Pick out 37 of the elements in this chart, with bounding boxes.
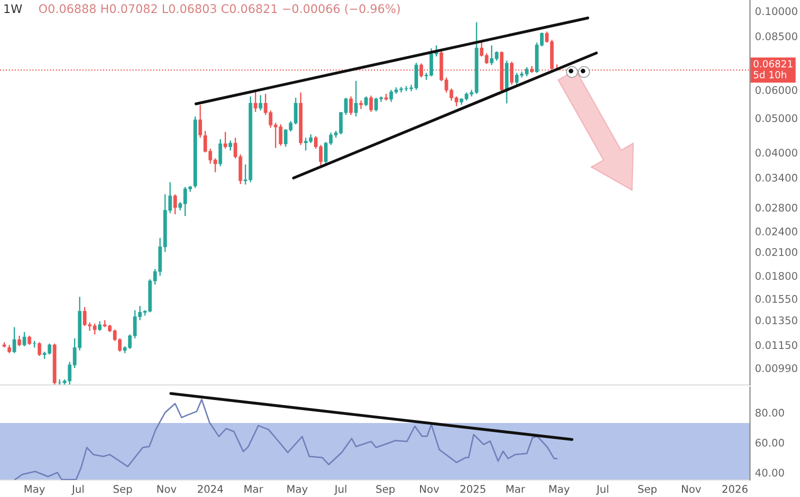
x-tick-label: Sep — [376, 485, 395, 495]
y-tick-label: 0.03400 — [756, 174, 798, 182]
y-tick-label: 0.06000 — [756, 86, 798, 94]
x-tick-label: Mar — [244, 485, 264, 493]
y-tick-label: 0.02800 — [756, 204, 798, 212]
y-tick-label: 0.08500 — [756, 32, 798, 40]
y-tick-label: 0.00990 — [756, 364, 798, 372]
x-tick-label: Sep — [114, 485, 132, 495]
x-tick-label: 2025 — [460, 485, 486, 493]
chart-title: 1W — [4, 4, 22, 13]
y-tick-label: 60.00 — [756, 438, 784, 447]
y-tick-label: 0.02100 — [756, 248, 798, 256]
x-tick-label: May — [549, 485, 570, 495]
x-tick-label: Nov — [682, 485, 701, 493]
y-tick-label: 0.04000 — [756, 148, 798, 157]
y-tick-label: 0.01800 — [756, 272, 798, 280]
y-tick-label: 40.00 — [755, 468, 784, 477]
x-tick-label: May — [24, 485, 45, 495]
x-tick-label: Sep — [638, 485, 657, 495]
x-tick-label: 2026 — [722, 485, 748, 493]
ref-line-label: 0.06821 5d 10h — [754, 60, 792, 78]
y-tick-label: 0.01350 — [756, 316, 798, 324]
x-tick-label: Nov — [157, 485, 176, 493]
x-tick-label: 2024 — [198, 485, 223, 493]
x-tick-label: Jul — [334, 484, 346, 495]
chart-subtitle: O0.06888 H0.07082 L0.06803 C0.06821 −0.00066 (−0.96%) — [39, 4, 400, 15]
x-tick-label: Jul — [71, 484, 84, 495]
x-tick-label: May — [287, 485, 308, 495]
y-tick-label: 0.10000 — [756, 7, 798, 16]
y-tick-label: 80.00 — [756, 408, 784, 417]
y-tick-label: 0.05000 — [756, 114, 798, 122]
x-tick-label: Jul — [596, 484, 608, 495]
y-tick-label: 0.02400 — [756, 228, 798, 236]
x-tick-label: Nov — [420, 485, 440, 493]
y-tick-label: 0.01150 — [756, 341, 798, 349]
y-tick-label: 0.01550 — [756, 295, 798, 303]
x-tick-label: Mar — [506, 485, 526, 493]
